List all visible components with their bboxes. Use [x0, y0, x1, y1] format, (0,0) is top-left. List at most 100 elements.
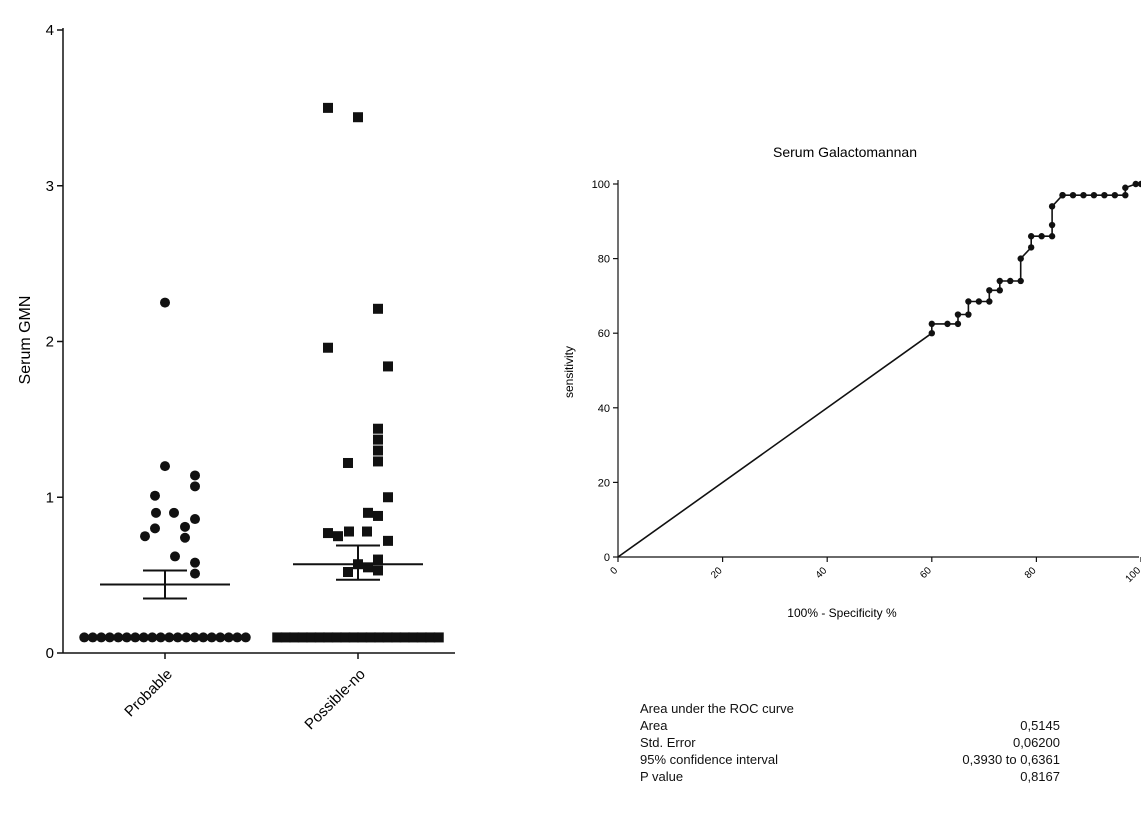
- roc-curve: [617, 180, 1141, 558]
- data-point-possible-no: [382, 632, 393, 643]
- data-point-probable: [223, 632, 234, 643]
- roc-point: [1111, 191, 1119, 199]
- roc-point: [1090, 191, 1098, 199]
- stats-value: 0,8167: [1020, 769, 1060, 784]
- stats-label: Area: [640, 718, 668, 733]
- data-point-probable: [164, 632, 175, 643]
- roc-point: [1069, 191, 1077, 199]
- data-point-possible-no: [408, 632, 419, 643]
- roc-point: [1007, 277, 1014, 285]
- data-point-possible-no: [323, 102, 333, 113]
- data-point-possible-no: [353, 112, 363, 123]
- roc-point: [928, 320, 935, 328]
- data-point-possible-no: [374, 632, 385, 643]
- data-point-possible-no: [343, 567, 353, 578]
- data-point-probable: [215, 632, 226, 643]
- roc-x-tick-label: 80: [1023, 565, 1039, 581]
- data-point-probable: [113, 632, 124, 643]
- data-point-probable: [147, 632, 158, 643]
- roc-y-tick-label: 20: [598, 477, 610, 489]
- y-tick-label: 2: [46, 334, 54, 351]
- data-point-probable: [190, 568, 200, 579]
- data-point-possible-no: [383, 492, 393, 503]
- dot-plot-mean-sem: [100, 544, 423, 600]
- stats-row-p-value: P value 0,8167: [640, 768, 1060, 785]
- data-point-possible-no: [340, 632, 351, 643]
- data-point-probable: [180, 532, 190, 543]
- data-point-possible-no: [331, 632, 342, 643]
- data-point-possible-no: [323, 528, 333, 539]
- roc-x-tick-label: 60: [918, 565, 934, 581]
- data-point-probable: [150, 490, 160, 501]
- roc-x-tick-label: 40: [814, 565, 830, 581]
- data-point-possible-no: [373, 510, 383, 521]
- y-tick-label: 4: [46, 22, 54, 39]
- roc-y-tick-label: 60: [598, 328, 610, 340]
- data-point-possible-no: [362, 526, 372, 537]
- roc-y-tick-label: 0: [604, 552, 610, 564]
- roc-point: [954, 320, 962, 328]
- roc-point: [996, 287, 1003, 294]
- data-point-probable: [180, 521, 190, 532]
- data-point-possible-no: [363, 507, 373, 518]
- data-point-probable: [79, 632, 90, 643]
- roc-y-tick-label: 80: [598, 254, 610, 266]
- dot-plot-y-axis-label: Serum GMN: [17, 296, 34, 385]
- data-point-possible-no: [314, 632, 325, 643]
- data-point-possible-no: [391, 632, 402, 643]
- stats-row-area: Area 0,5145: [640, 717, 1060, 734]
- roc-axes: 0 20 40 60 80 100 0 20 40 60 80 100: [592, 179, 1141, 585]
- roc-point: [1059, 191, 1066, 199]
- roc-curve-line: [617, 183, 1141, 558]
- data-point-possible-no: [306, 632, 317, 643]
- y-tick-label: 0: [46, 645, 54, 662]
- data-point-possible-no: [373, 423, 383, 434]
- roc-point: [965, 311, 972, 318]
- data-point-probable: [240, 632, 251, 643]
- data-point-possible-no: [373, 565, 383, 576]
- x-category-label: Possible-no: [301, 666, 368, 733]
- roc-point: [1048, 221, 1056, 229]
- data-point-possible-no: [357, 632, 368, 643]
- data-point-possible-no: [373, 434, 383, 445]
- data-point-probable: [150, 523, 160, 534]
- data-point-possible-no: [363, 562, 373, 573]
- data-point-probable: [198, 632, 209, 643]
- data-point-possible-no: [289, 632, 300, 643]
- stats-value: 0,3930 to 0,6361: [962, 752, 1060, 767]
- data-point-probable: [160, 461, 170, 472]
- data-point-probable: [170, 551, 180, 562]
- roc-point: [965, 298, 972, 305]
- data-point-possible-no: [416, 632, 427, 643]
- x-category-label: Probable: [121, 666, 175, 720]
- data-point-possible-no: [373, 303, 383, 314]
- stats-label: Std. Error: [640, 735, 696, 750]
- data-point-probable: [121, 632, 132, 643]
- roc-y-tick-label: 100: [592, 179, 610, 191]
- data-point-probable: [190, 514, 200, 525]
- data-point-probable: [151, 507, 161, 518]
- roc-x-tick-label: 0: [608, 565, 620, 577]
- roc-point: [1027, 244, 1035, 251]
- data-point-possible-no: [365, 632, 376, 643]
- data-point-probable: [140, 531, 150, 542]
- roc-point: [944, 320, 951, 328]
- data-point-probable: [190, 470, 200, 481]
- data-point-probable: [172, 632, 183, 643]
- roc-point: [986, 298, 993, 305]
- stats-value: 0,06200: [1013, 735, 1060, 750]
- roc-point: [975, 298, 983, 305]
- data-point-probable: [130, 632, 141, 643]
- roc-x-axis-label: 100% - Specificity %: [787, 606, 897, 620]
- data-point-probable: [96, 632, 107, 643]
- roc-plot: Serum Galactomannan 0 20 40 60 80 100 0 20 40 60 8…: [562, 144, 1141, 620]
- data-point-possible-no: [433, 632, 444, 643]
- data-point-probable: [190, 481, 200, 492]
- data-point-probable: [160, 297, 170, 308]
- data-point-probable: [206, 632, 217, 643]
- data-point-probable: [190, 557, 200, 568]
- roc-point: [1017, 277, 1024, 285]
- dot-plot: 0 1 2 3 4 Probable Possible-no Serum GMN: [17, 22, 455, 733]
- data-point-possible-no: [343, 457, 353, 468]
